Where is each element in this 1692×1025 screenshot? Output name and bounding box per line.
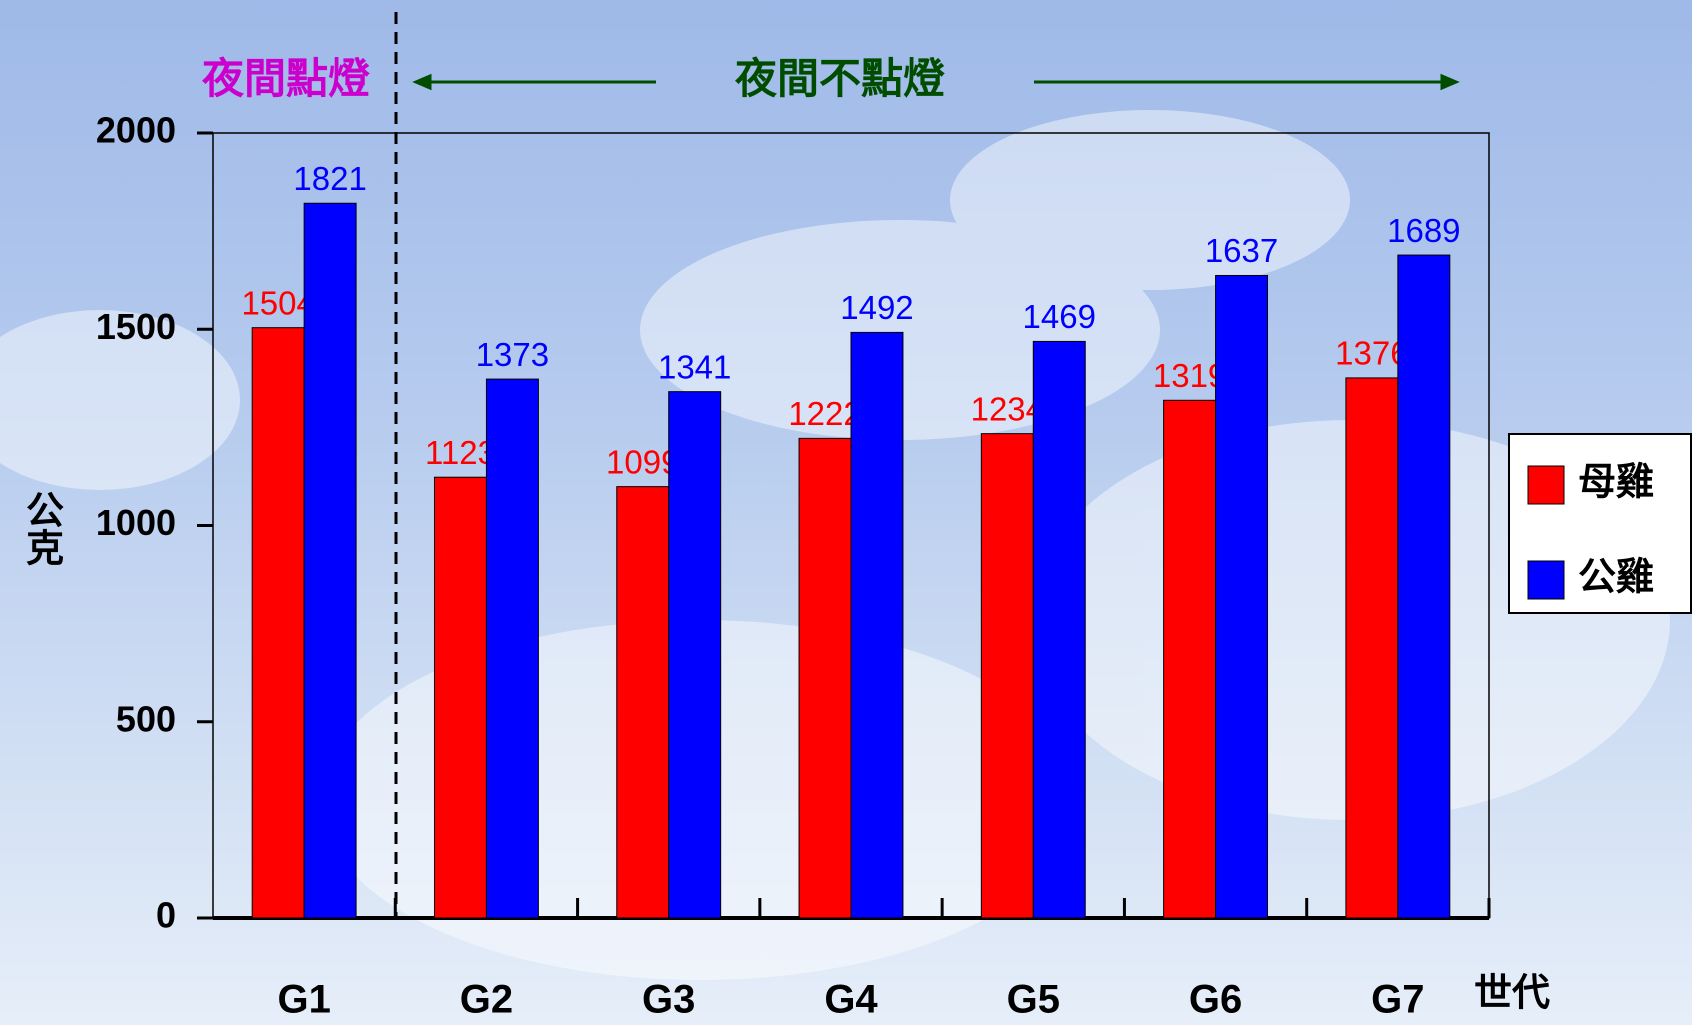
legend-label: 公雞 bbox=[1578, 554, 1654, 599]
data-label: 1099 bbox=[606, 443, 679, 480]
data-label: 1492 bbox=[840, 289, 913, 326]
bar bbox=[850, 331, 904, 919]
data-label: 1469 bbox=[1023, 298, 1096, 335]
y-tick-label: 500 bbox=[116, 698, 176, 739]
x-axis-label: 世代 bbox=[1474, 970, 1550, 1015]
data-label: 1319 bbox=[1153, 357, 1226, 394]
bar bbox=[1345, 377, 1399, 919]
bar bbox=[433, 476, 487, 919]
bar bbox=[616, 486, 670, 919]
data-label: 1123 bbox=[425, 434, 496, 471]
bar bbox=[798, 437, 852, 919]
bar bbox=[1215, 274, 1269, 919]
legend-swatch bbox=[1527, 560, 1565, 600]
x-tick-label: G4 bbox=[824, 978, 878, 1022]
data-label: 1234 bbox=[971, 390, 1044, 427]
bar bbox=[980, 433, 1034, 919]
x-tick-label: G6 bbox=[1189, 978, 1242, 1022]
bar bbox=[1032, 340, 1086, 919]
data-label: 1373 bbox=[476, 336, 549, 373]
x-tick-label: G7 bbox=[1371, 978, 1424, 1022]
x-tick-label: G3 bbox=[642, 978, 695, 1022]
data-label: 1504 bbox=[241, 284, 314, 321]
legend-swatch bbox=[1527, 465, 1565, 505]
y-tick-label: 1500 bbox=[96, 306, 176, 347]
bar bbox=[1397, 254, 1451, 919]
data-label: 1689 bbox=[1387, 212, 1460, 249]
y-axis-label: 公克 bbox=[20, 490, 65, 566]
bar bbox=[1163, 399, 1217, 919]
data-label: 1341 bbox=[658, 348, 731, 385]
legend-label: 母雞 bbox=[1578, 459, 1654, 504]
bar bbox=[485, 378, 539, 919]
bar bbox=[668, 391, 722, 919]
x-tick-label: G5 bbox=[1007, 978, 1060, 1022]
x-tick-label: G2 bbox=[460, 978, 513, 1022]
y-tick-label: 2000 bbox=[96, 110, 176, 151]
annotation-lit: 夜間點燈 bbox=[201, 54, 370, 103]
data-label: 1222 bbox=[788, 395, 861, 432]
bar bbox=[303, 202, 357, 919]
x-tick-label: G1 bbox=[277, 978, 330, 1022]
y-tick-label: 0 bbox=[156, 895, 176, 936]
data-label: 1821 bbox=[293, 160, 366, 197]
annotation-unlit: 夜間不點燈 bbox=[734, 54, 945, 103]
bar bbox=[251, 327, 305, 919]
data-label: 1376 bbox=[1335, 335, 1408, 372]
y-tick-label: 1000 bbox=[96, 502, 176, 543]
arrows bbox=[412, 73, 1460, 91]
data-label: 1637 bbox=[1205, 232, 1278, 269]
